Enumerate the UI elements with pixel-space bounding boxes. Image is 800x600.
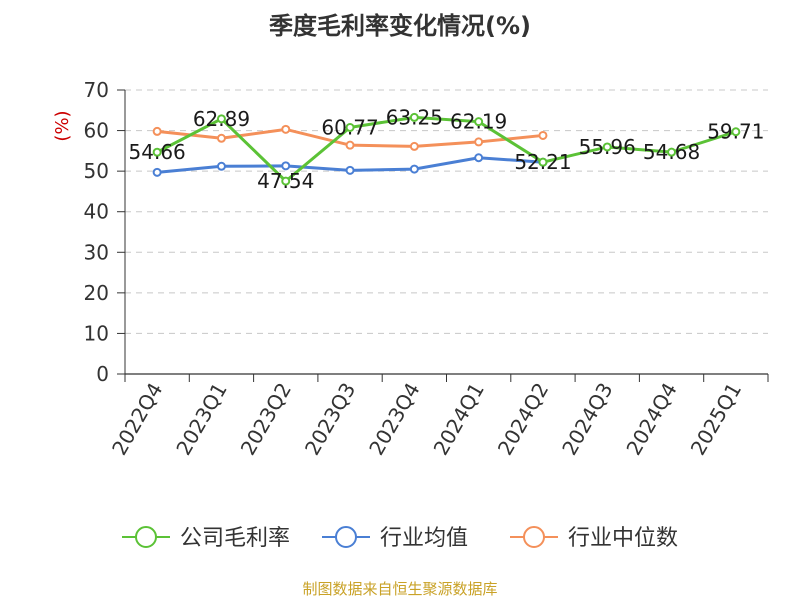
- series-lines: [152, 112, 741, 186]
- series-line: [156, 115, 737, 184]
- data-point: [409, 141, 419, 151]
- data-point: [474, 117, 484, 127]
- x-tick-label: 2024Q2: [493, 379, 553, 460]
- data-labels: 54.66 62.89 47.54 60.77 63.25 62.19 52.21 55.96…: [129, 105, 765, 193]
- data-point: [152, 147, 162, 157]
- y-tick-label: 0: [96, 362, 109, 386]
- x-tick-label: 2025Q1: [686, 379, 746, 460]
- data-label: 55.96: [579, 135, 636, 159]
- data-point: [474, 153, 484, 163]
- y-tick-label: 70: [84, 78, 109, 102]
- data-point: [281, 124, 291, 134]
- x-tick-label: 2024Q3: [557, 379, 617, 460]
- legend: 公司毛利率 行业均值 行业中位数: [122, 526, 678, 551]
- data-label: 54.68: [643, 140, 700, 164]
- y-tick-label: 60: [84, 119, 109, 143]
- x-tick-label: 2023Q1: [171, 379, 231, 460]
- x-tick-label: 2024Q1: [429, 379, 489, 460]
- data-point: [474, 137, 484, 147]
- data-point: [345, 122, 355, 132]
- y-tick-label: 50: [84, 159, 109, 183]
- legend-marker: [523, 526, 545, 548]
- legend-marker: [135, 526, 157, 548]
- legend-label: 行业均值: [380, 526, 468, 551]
- data-label: 62.19: [450, 110, 507, 134]
- legend-label: 行业中位数: [568, 526, 678, 551]
- data-label: 62.89: [193, 107, 250, 131]
- data-point: [345, 140, 355, 150]
- legend-label: 公司毛利率: [180, 526, 290, 551]
- data-point: [345, 165, 355, 175]
- data-point: [216, 114, 226, 124]
- data-label: 60.77: [321, 115, 378, 139]
- chart-title: 季度毛利率变化情况(%): [269, 12, 531, 40]
- data-label: 47.54: [257, 169, 314, 193]
- y-tick-label: 20: [84, 281, 109, 305]
- data-point: [731, 127, 741, 137]
- x-tick-label: 2023Q2: [236, 379, 296, 460]
- data-point: [281, 161, 291, 171]
- x-tick-label: 2023Q4: [364, 379, 424, 460]
- data-point: [216, 161, 226, 171]
- data-label: 59.71: [707, 120, 764, 144]
- y-axis-label: (%): [52, 110, 73, 141]
- data-point: [409, 112, 419, 122]
- x-tick-label: 2023Q3: [300, 379, 360, 460]
- data-point: [216, 133, 226, 143]
- data-label: 63.25: [386, 105, 443, 129]
- x-tick-label: 2024Q4: [621, 379, 681, 460]
- y-tick-label: 10: [84, 321, 109, 345]
- data-point: [152, 167, 162, 177]
- data-point: [667, 147, 677, 157]
- data-point: [409, 164, 419, 174]
- data-point: [281, 176, 291, 186]
- source-note: 制图数据来自恒生聚源数据库: [302, 580, 498, 598]
- data-point: [152, 126, 162, 136]
- data-point: [602, 142, 612, 152]
- y-tick-label: 40: [84, 200, 109, 224]
- data-label: 52.21: [514, 150, 571, 174]
- legend-marker: [335, 526, 357, 548]
- y-tick-label: 30: [84, 240, 109, 264]
- data-point: [538, 130, 548, 140]
- data-point: [538, 157, 548, 167]
- x-tick-label: 2022Q4: [107, 379, 167, 460]
- data-label: 54.66: [129, 140, 186, 164]
- grid-lines: [125, 89, 768, 334]
